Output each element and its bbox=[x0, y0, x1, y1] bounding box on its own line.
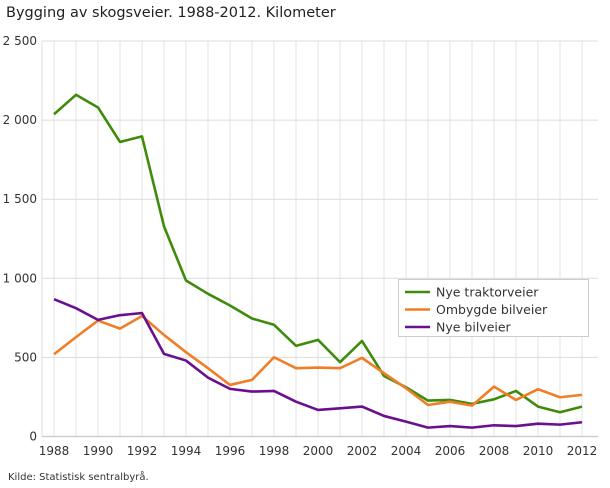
x-tick-label: 2004 bbox=[391, 444, 422, 458]
x-tick-label: 1990 bbox=[83, 444, 114, 458]
y-tick-label: 1 500 bbox=[3, 192, 37, 206]
x-tick-label: 2002 bbox=[347, 444, 378, 458]
y-tick-label: 0 bbox=[29, 430, 37, 444]
chart-title: Bygging av skogsveier. 1988-2012. Kilome… bbox=[6, 5, 336, 21]
legend-label-0: Nye traktorveier bbox=[436, 285, 539, 300]
x-tick-label: 1994 bbox=[171, 444, 202, 458]
x-tick-label: 2000 bbox=[303, 444, 334, 458]
x-tick-label: 1988 bbox=[39, 444, 70, 458]
x-tick-label: 2006 bbox=[435, 444, 466, 458]
x-tick-label: 1998 bbox=[259, 444, 290, 458]
series-line-2 bbox=[53, 297, 583, 429]
y-tick-label: 1 000 bbox=[3, 271, 37, 285]
x-tick-label: 1996 bbox=[215, 444, 246, 458]
x-tick-label: 1992 bbox=[127, 444, 158, 458]
legend-box bbox=[398, 279, 589, 337]
x-tick-label: 2010 bbox=[523, 444, 554, 458]
y-tick-label: 2 500 bbox=[3, 34, 37, 48]
legend-label-1: Ombygde bilveier bbox=[436, 302, 548, 317]
x-tick-label: 2008 bbox=[479, 444, 510, 458]
series-line-1 bbox=[53, 314, 583, 407]
y-tick-label: 2 000 bbox=[3, 113, 37, 127]
x-tick-label: 2012 bbox=[567, 444, 598, 458]
y-tick-label: 500 bbox=[14, 350, 37, 364]
source-note: Kilde: Statistisk sentralbyrå. bbox=[8, 472, 149, 483]
legend-label-2: Nye bilveier bbox=[436, 320, 512, 335]
series-line-0 bbox=[53, 93, 583, 414]
